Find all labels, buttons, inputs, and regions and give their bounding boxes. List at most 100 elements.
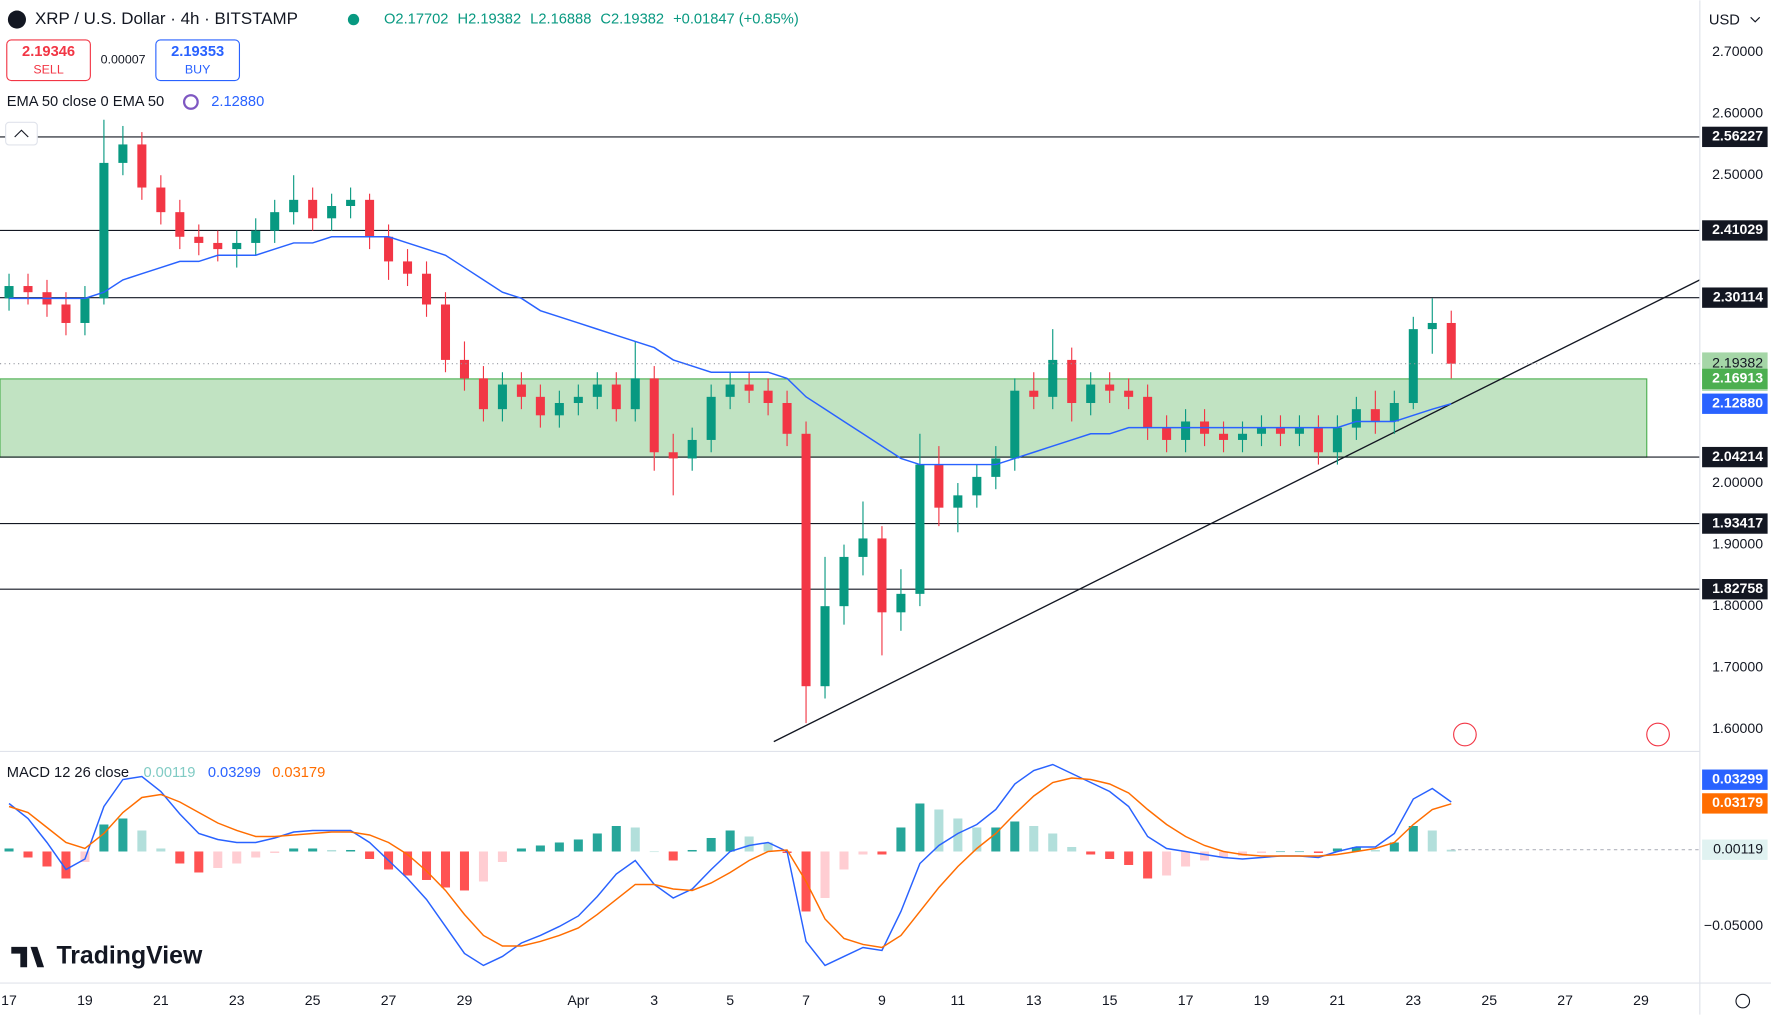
candle-body (516, 384, 526, 397)
histogram-bar (137, 830, 147, 852)
candle-body (403, 261, 413, 274)
histogram-bar (175, 851, 185, 864)
x-tick-label: Apr (567, 992, 589, 1008)
candle-body (1029, 390, 1039, 397)
histogram-bar (839, 851, 849, 870)
x-tick-label: 17 (1178, 992, 1194, 1008)
signal-line (8, 777, 1452, 949)
ema-legend-value: 2.12880 (211, 94, 264, 110)
macd-marker-box (1702, 839, 1768, 860)
candle-body (573, 396, 583, 404)
candle-body (1124, 390, 1134, 397)
settings-icon[interactable] (1735, 993, 1751, 1009)
histogram-bar (706, 837, 716, 852)
histogram-bar (194, 851, 204, 873)
histogram-bar (232, 851, 242, 864)
sell-button[interactable] (6, 39, 91, 82)
x-tick-label: 27 (381, 992, 397, 1008)
trend-line (773, 279, 1701, 743)
level-label-box (1702, 446, 1768, 468)
histogram-bar (308, 848, 318, 852)
currency[interactable]: USD (1709, 13, 1740, 29)
histogram-bar (687, 849, 697, 852)
candle-body (1143, 396, 1153, 428)
histogram-bar (80, 851, 90, 862)
candle-body (820, 606, 830, 687)
histogram-bar (896, 827, 906, 852)
candle-body (1256, 427, 1267, 434)
histogram-bar (156, 848, 166, 852)
candle-body (668, 452, 678, 459)
histogram-bar (497, 851, 507, 862)
histogram-bar (725, 830, 735, 852)
collapse-button[interactable] (5, 121, 38, 146)
macd-marker-box (1702, 793, 1768, 814)
collapse-icon (14, 129, 29, 138)
candle-body (327, 205, 337, 219)
histogram-bar (1237, 851, 1248, 856)
candle-body (725, 384, 735, 397)
spread: 0.00007 (101, 53, 146, 67)
symbol-icon (7, 10, 26, 29)
y2-tick-label: −0.05000 (1704, 917, 1763, 933)
histogram-bar (327, 849, 337, 852)
candle-body (1086, 384, 1096, 404)
histogram-bar (991, 827, 1001, 852)
ohlc-value: H2.19382 (458, 11, 522, 27)
x-tick-label: 23 (1405, 992, 1421, 1008)
y-tick-label: 2.00000 (1712, 474, 1763, 490)
logo-icon (11, 946, 45, 968)
event-icon[interactable] (1453, 722, 1477, 747)
y-tick-label: 1.80000 (1712, 597, 1763, 613)
histogram-bar (1143, 851, 1153, 879)
histogram-bar (915, 803, 925, 852)
candle-body (1446, 322, 1456, 364)
candle-body (194, 236, 204, 243)
x-tick-label: 29 (457, 992, 473, 1008)
histogram-bar (1105, 851, 1115, 859)
ohlc-value: C2.19382 (600, 11, 664, 27)
candle-body (1351, 409, 1361, 428)
candle-body (592, 384, 602, 397)
candle-body (554, 403, 564, 416)
candle-body (877, 538, 887, 613)
ohlc-value: +0.01847 (+0.85%) (673, 11, 799, 27)
candle-body (440, 304, 451, 360)
histogram-bar (1294, 851, 1304, 853)
macd-marker-label: 0.03179 (1712, 794, 1763, 810)
histogram-bar (1351, 846, 1361, 852)
histogram-bar (289, 848, 299, 852)
histogram-bar (4, 848, 14, 852)
histogram-bar (1427, 830, 1437, 852)
histogram-bar (934, 809, 944, 852)
level-label-box (1702, 579, 1768, 600)
candle-body (118, 144, 128, 163)
candle-body (801, 433, 811, 687)
candle-body (839, 556, 849, 607)
candle-body (289, 199, 299, 213)
histogram-bar (649, 851, 659, 853)
candle-body (156, 187, 166, 213)
ohlc-value: O2.17702 (384, 11, 448, 27)
histogram-bar (763, 842, 773, 852)
event-icon[interactable] (1646, 722, 1670, 747)
histogram-bar (1162, 851, 1172, 876)
x-tick-label: 11 (951, 992, 966, 1008)
plot (0, 119, 1701, 967)
currency-arrow (1750, 16, 1761, 23)
candle-body (80, 298, 90, 323)
histogram-bar (573, 839, 583, 852)
buy-button[interactable] (155, 39, 241, 82)
histogram-bar (1408, 825, 1418, 852)
symbol-title: XRP / U.S. Dollar · 4h · BITSTAMP (35, 9, 298, 28)
x-tick-label: 27 (1557, 992, 1573, 1008)
candle-body (478, 378, 488, 410)
candle-body (535, 396, 545, 416)
candle-body (744, 384, 754, 391)
candle-body (934, 464, 944, 508)
histogram-bar (440, 851, 451, 888)
histogram-bar (1446, 849, 1456, 852)
histogram-bar (1389, 842, 1399, 852)
